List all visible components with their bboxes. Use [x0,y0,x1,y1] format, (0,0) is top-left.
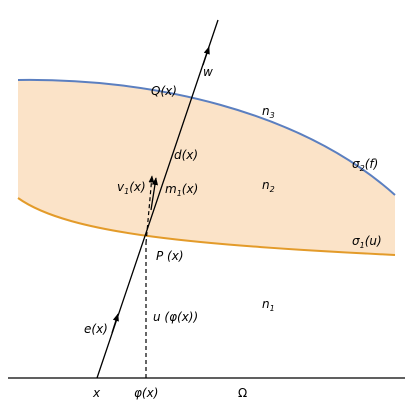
label-p: P (x) [156,249,184,263]
label-q: Q(x) [151,84,177,98]
label-part: n [262,104,270,118]
label-phi: φ(x) [134,386,158,400]
top-surface [17,78,396,196]
label-part: (x) [129,180,145,194]
label-n1: n1 [262,297,275,313]
label-d: d(x) [174,148,198,162]
label-v1: v1(x) [117,180,146,196]
label-part: 3 [270,111,275,120]
label-part: n [262,297,270,311]
label-x: x [92,386,101,400]
label-part: e(x) [84,322,108,336]
ray-arrow-m [150,177,158,211]
bottom-surface [17,197,396,256]
label-part: u (φ(x)) [153,310,198,324]
label-u: u (φ(x)) [153,310,198,324]
label-sigma2: σ2(f) [352,157,378,173]
label-part: σ [352,234,360,248]
v-dashed-arrow [145,175,155,244]
label-n3: n3 [262,104,275,120]
ray-arrow-w [202,46,210,66]
label-part: v [117,180,125,194]
label-part: 1 [124,187,129,196]
label-part: 1 [177,189,182,198]
label-e: e(x) [84,322,108,336]
label-part: (x) [182,182,198,196]
ray-arrow-e [111,313,119,334]
label-part: n [262,178,270,192]
layer-region [18,79,395,256]
label-part: x [92,386,101,400]
label-sigma1: σ1(u) [352,234,382,250]
label-part: (f) [365,157,379,171]
label-part: m [165,182,177,196]
label-part: Q(x) [151,84,177,98]
label-m1: m1(x) [165,182,198,198]
label-w: w [203,65,213,79]
label-part: σ [352,157,360,171]
label-omega: Ω [238,386,247,400]
label-part: w [203,65,213,79]
label-n2: n2 [262,178,275,194]
label-part: Ω [238,386,247,400]
label-part: 2 [270,185,275,194]
label-part: 2 [360,164,365,173]
label-part: (u) [365,234,382,248]
label-part: φ(x) [134,386,158,400]
label-part: d(x) [174,148,198,162]
label-part: P (x) [156,249,184,263]
label-part: 1 [270,304,275,313]
label-part: 1 [360,241,365,250]
